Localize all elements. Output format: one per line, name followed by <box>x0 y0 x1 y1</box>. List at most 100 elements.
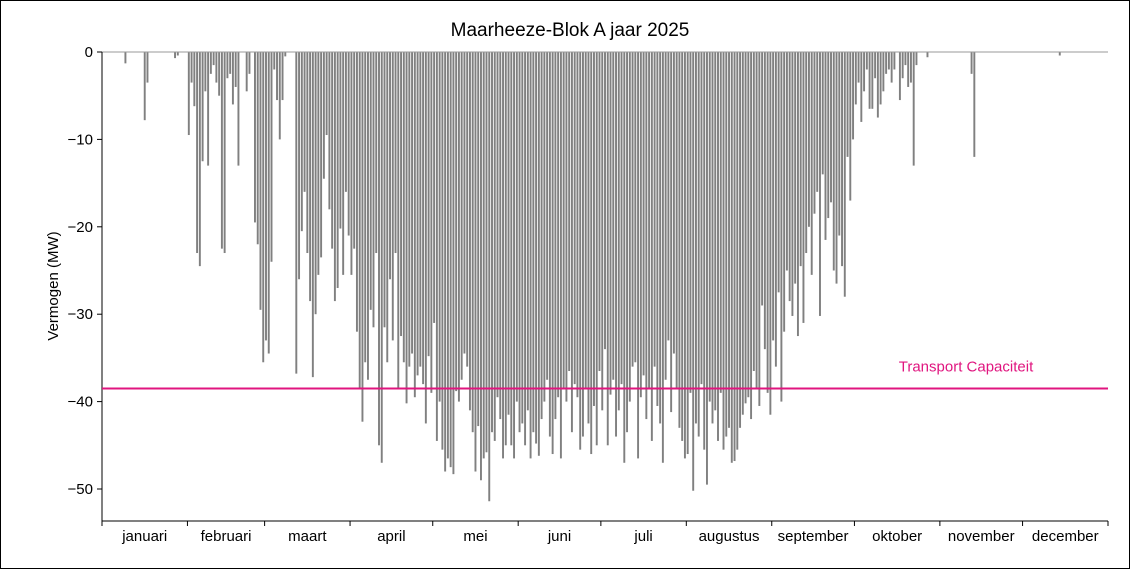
bar <box>584 52 587 389</box>
bar <box>645 52 648 420</box>
bar <box>477 52 480 427</box>
transport-capacity-label: Transport Capaciteit <box>899 358 1034 375</box>
bar <box>298 52 301 280</box>
bar <box>504 52 507 446</box>
bar <box>424 52 427 424</box>
bar <box>841 52 843 267</box>
bar <box>604 52 606 350</box>
bar <box>231 52 234 105</box>
y-tick-label: −10 <box>68 131 93 148</box>
bar <box>785 52 788 271</box>
bar <box>907 52 910 87</box>
bar <box>325 52 328 136</box>
bar <box>634 52 637 363</box>
bar <box>314 52 317 315</box>
bar <box>648 52 651 389</box>
bar <box>559 52 562 459</box>
bar <box>579 52 582 450</box>
bar <box>408 52 411 367</box>
bar <box>488 52 491 502</box>
bar <box>402 52 405 363</box>
bar <box>562 52 565 389</box>
bar <box>322 52 325 179</box>
bar <box>909 52 912 83</box>
bar <box>904 52 907 66</box>
bar <box>430 52 433 393</box>
bar <box>320 52 323 258</box>
bar <box>838 52 841 236</box>
bar <box>524 52 527 446</box>
bar <box>391 52 394 341</box>
bar <box>513 52 516 459</box>
bar-series <box>102 51 1108 502</box>
bar <box>576 52 579 398</box>
bar <box>653 52 656 367</box>
bar <box>752 52 755 372</box>
bar <box>254 52 256 223</box>
bar <box>799 52 802 267</box>
bar <box>915 52 918 66</box>
bar <box>763 52 766 350</box>
bar <box>204 52 207 92</box>
bar <box>543 52 546 402</box>
bar <box>714 52 717 411</box>
bar <box>339 52 342 229</box>
bar <box>852 52 855 140</box>
bar <box>455 52 458 392</box>
bar <box>637 52 640 459</box>
bar <box>537 52 540 456</box>
bar <box>375 52 378 254</box>
bar <box>609 52 612 395</box>
bar <box>736 52 739 450</box>
bar <box>262 52 265 363</box>
month-label: oktober <box>872 528 922 545</box>
month-label: februari <box>201 528 252 545</box>
bar <box>248 52 251 74</box>
bar <box>496 52 499 398</box>
bar <box>719 52 722 393</box>
bar <box>774 52 777 367</box>
bar <box>557 52 560 398</box>
bar <box>463 52 466 354</box>
bar <box>700 52 703 385</box>
bar <box>587 52 590 424</box>
bar <box>333 52 336 302</box>
bar <box>218 52 221 96</box>
bar <box>386 52 389 363</box>
bar <box>843 52 846 297</box>
bar <box>515 52 518 402</box>
bar <box>532 52 535 433</box>
bar <box>670 52 673 413</box>
y-tick-label: −30 <box>68 306 93 323</box>
bar <box>810 52 813 275</box>
bar <box>821 52 824 175</box>
bar <box>405 52 408 404</box>
bar <box>708 52 711 402</box>
bar <box>466 52 469 367</box>
bar <box>744 52 747 404</box>
bar <box>788 52 791 302</box>
bar <box>879 52 882 105</box>
month-label: november <box>948 528 1015 545</box>
bar <box>590 52 593 455</box>
bar <box>758 52 761 406</box>
bar <box>449 52 452 468</box>
bar <box>223 52 226 254</box>
bar <box>480 52 482 481</box>
bar <box>422 52 425 385</box>
bar <box>612 52 615 380</box>
bar <box>893 52 896 70</box>
bar <box>593 52 595 406</box>
bar <box>529 52 532 459</box>
bar <box>245 52 248 92</box>
bar <box>846 52 849 157</box>
bar <box>722 52 725 450</box>
bar <box>912 52 915 166</box>
bar <box>212 52 215 66</box>
bar <box>143 52 146 121</box>
y-axis: 0 −10 −20 −30 −40 −50 <box>68 44 103 521</box>
bar <box>973 52 976 157</box>
bar <box>551 52 554 455</box>
bar <box>813 52 816 214</box>
